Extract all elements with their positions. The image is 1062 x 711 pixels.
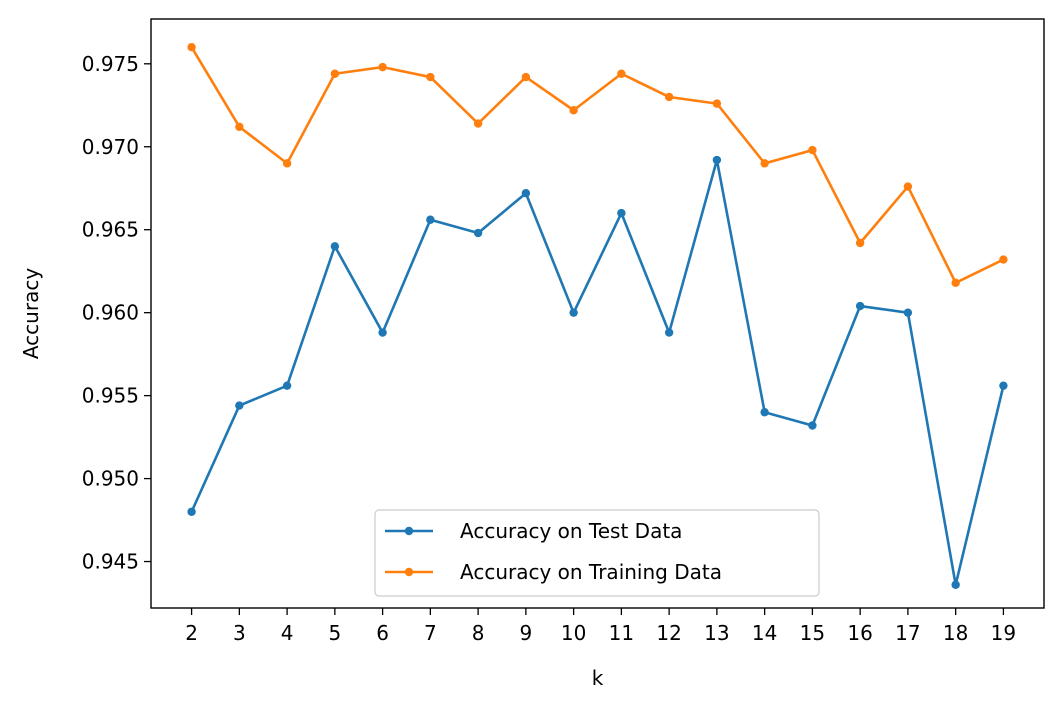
data-point (760, 159, 769, 168)
data-point (426, 215, 435, 224)
data-point (903, 308, 913, 317)
y-tick-label: 0.965 (82, 218, 139, 242)
x-tick-label: 11 (609, 621, 634, 645)
x-tick-label: 12 (656, 621, 681, 645)
y-tick-label: 0.945 (82, 550, 139, 574)
data-point (378, 62, 387, 72)
legend-marker (404, 526, 414, 536)
y-tick-label: 0.960 (82, 301, 139, 325)
data-point (664, 328, 674, 337)
x-tick-label: 13 (704, 621, 729, 645)
data-point (569, 106, 578, 115)
x-axis: 2 3 4 5 6 7 8 9 10 11 12 13 14 15 16 17 18 19 (185, 608, 1016, 645)
data-point (855, 301, 865, 311)
x-tick-label: 18 (943, 621, 968, 645)
x-tick-label: 8 (472, 621, 485, 645)
data-point (473, 228, 483, 238)
data-point (999, 381, 1008, 390)
data-point (426, 72, 435, 82)
data-point (282, 381, 292, 390)
data-point (330, 69, 340, 78)
series-layer (187, 43, 1008, 589)
y-axis: 0.945 0.950 0.955 0.960 0.965 0.970 0.975 (82, 52, 151, 574)
data-point (330, 242, 340, 251)
data-point (951, 278, 960, 288)
data-point (521, 189, 531, 198)
x-tick-label: 16 (847, 621, 872, 645)
series-line (190, 46, 1004, 285)
series-training (187, 43, 1008, 288)
x-tick-label: 17 (895, 621, 920, 645)
x-tick-label: 5 (328, 621, 341, 645)
y-tick-label: 0.975 (82, 52, 139, 76)
x-tick-label: 9 (520, 621, 533, 645)
x-tick-label: 19 (991, 621, 1016, 645)
series-line (190, 158, 1005, 587)
x-tick-label: 14 (752, 621, 777, 645)
data-point (951, 580, 960, 589)
data-point (999, 255, 1008, 264)
x-tick-label: 4 (281, 621, 294, 645)
y-tick-label: 0.970 (82, 135, 139, 159)
data-point (808, 145, 817, 155)
x-axis-label: k (592, 666, 604, 690)
data-point (808, 421, 817, 430)
y-tick-label: 0.955 (82, 384, 139, 408)
data-point (617, 208, 626, 218)
data-point (569, 308, 578, 317)
data-point (235, 122, 244, 132)
data-point (378, 328, 387, 337)
data-point (617, 69, 626, 78)
x-tick-label: 2 (185, 621, 198, 645)
data-point (187, 43, 196, 52)
y-axis-label: Accuracy (19, 268, 43, 359)
plot-frame (150, 18, 1045, 609)
legend-label: Accuracy on Training Data (460, 560, 722, 584)
series-test (187, 155, 1008, 589)
legend-marker (404, 567, 414, 577)
x-tick-label: 3 (233, 621, 246, 645)
data-point (712, 99, 722, 108)
x-tick-label: 7 (424, 621, 437, 645)
data-point (473, 119, 483, 128)
data-point (187, 507, 196, 516)
legend-box (374, 509, 820, 597)
y-tick-label: 0.950 (82, 467, 139, 491)
data-point (664, 92, 674, 102)
data-point (760, 408, 769, 417)
data-point (903, 182, 913, 191)
data-point (855, 238, 865, 248)
data-point (235, 401, 244, 410)
data-point (521, 72, 531, 82)
legend-label: Accuracy on Test Data (460, 519, 682, 543)
data-point (712, 155, 722, 165)
legend: Accuracy on Test Data Accuracy on Trainin… (374, 509, 820, 597)
data-point (282, 159, 292, 168)
x-tick-label: 15 (800, 621, 825, 645)
x-tick-label: 6 (376, 621, 389, 645)
x-tick-label: 10 (561, 621, 586, 645)
